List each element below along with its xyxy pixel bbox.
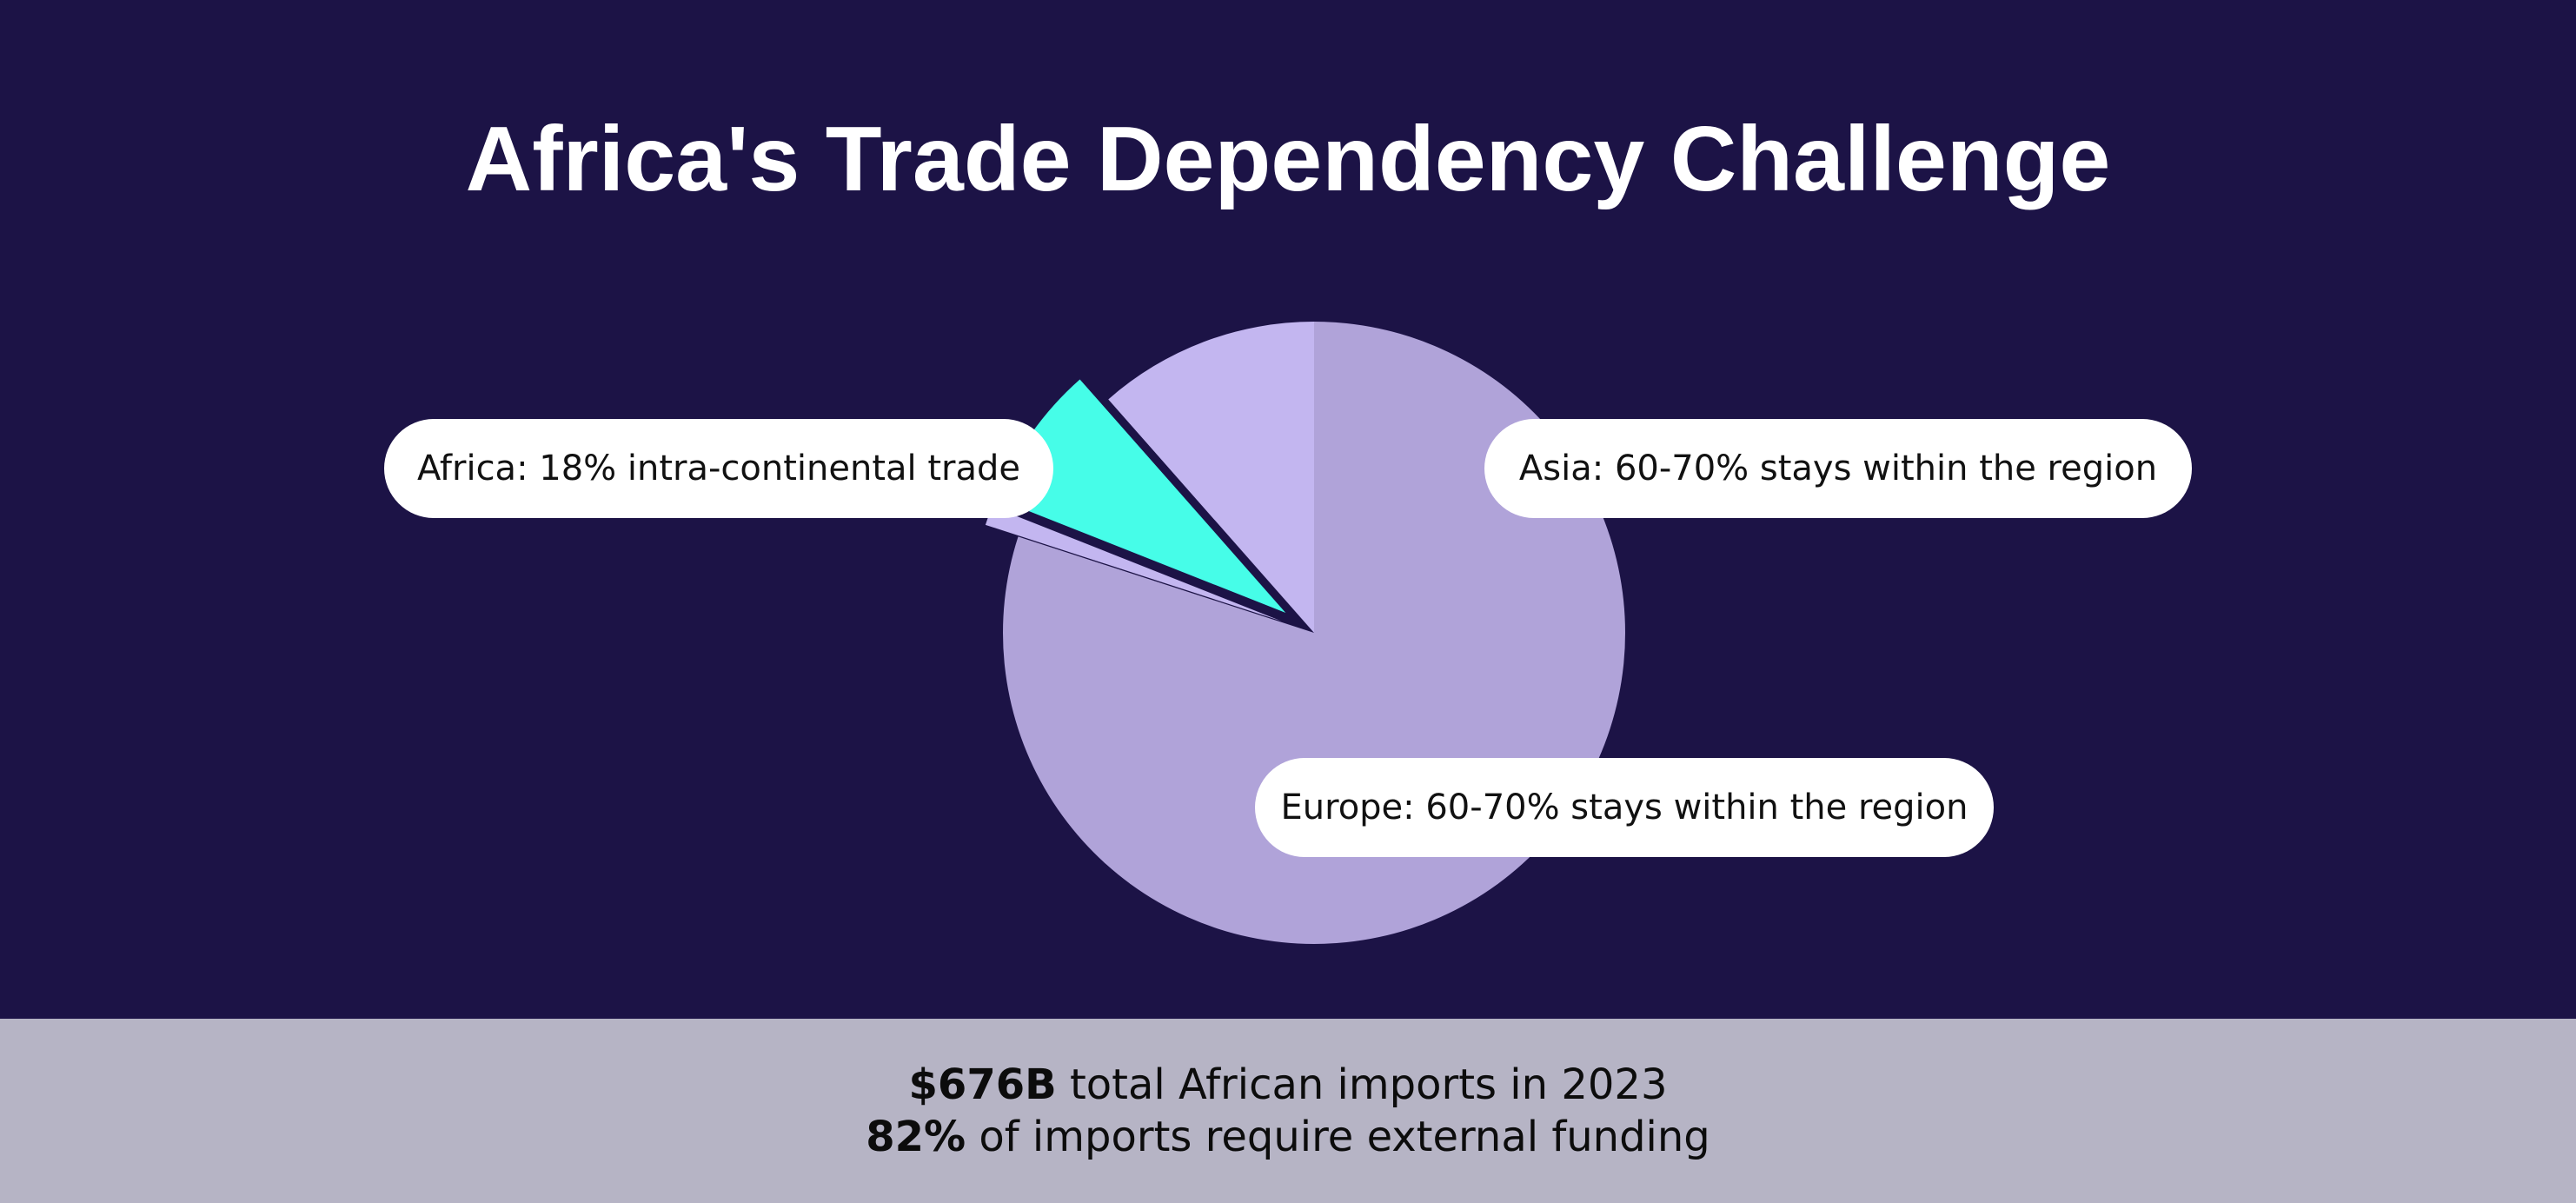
callout-asia-text: Asia: 60-70% stays within the region — [1518, 449, 2158, 489]
pie-slice-secondary — [1108, 322, 1314, 633]
funding-percent-value: 82% — [866, 1113, 966, 1161]
callout-europe: Europe: 60-70% stays within the region — [1255, 758, 1994, 857]
funding-percent-text: of imports require external funding — [966, 1113, 1710, 1161]
footer-stats: $676B total African imports in 2023 82% … — [0, 1019, 2576, 1203]
callout-asia: Asia: 60-70% stays within the region — [1484, 419, 2192, 518]
pie-slice-highlight — [996, 379, 1286, 613]
chart-title: Africa's Trade Dependency Challenge — [465, 108, 2111, 210]
callout-africa-text: Africa: 18% intra-continental trade — [416, 449, 1021, 489]
footer-line-imports: $676B total African imports in 2023 — [909, 1059, 1668, 1111]
imports-total-text: total African imports in 2023 — [1056, 1060, 1668, 1109]
callout-europe-text: Europe: 60-70% stays within the region — [1280, 788, 1969, 827]
footer-line-funding: 82% of imports require external funding — [866, 1111, 1710, 1163]
pie-slice-minor — [985, 506, 1282, 621]
imports-total-value: $676B — [908, 1060, 1057, 1109]
pie-chart — [985, 322, 1625, 944]
callout-africa: Africa: 18% intra-continental trade — [384, 419, 1053, 518]
